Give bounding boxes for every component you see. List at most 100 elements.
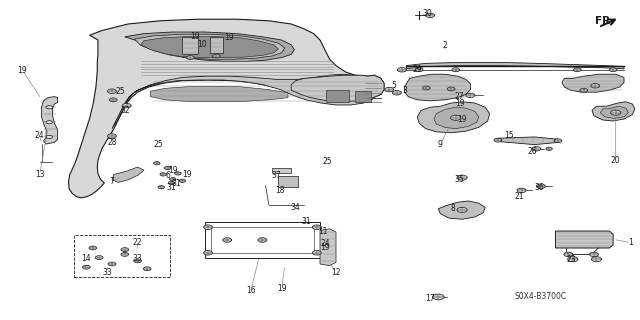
Circle shape (611, 110, 621, 115)
Text: 19: 19 (276, 284, 287, 293)
Polygon shape (210, 37, 223, 53)
Text: 21: 21 (515, 192, 524, 201)
Text: 32: 32 (120, 106, 130, 115)
Circle shape (447, 87, 455, 91)
Circle shape (168, 181, 175, 185)
Polygon shape (404, 74, 470, 101)
Text: 12: 12 (332, 268, 340, 277)
Polygon shape (291, 75, 384, 102)
Circle shape (121, 248, 129, 252)
Text: 34: 34 (291, 203, 301, 212)
Circle shape (179, 179, 186, 182)
Circle shape (591, 257, 602, 262)
Circle shape (108, 89, 116, 93)
Circle shape (46, 135, 52, 139)
Text: 19: 19 (190, 32, 200, 41)
Text: 35: 35 (454, 175, 465, 184)
Text: 16: 16 (246, 286, 256, 295)
Circle shape (46, 121, 52, 124)
Text: 25: 25 (323, 157, 333, 166)
Text: 9: 9 (438, 140, 443, 149)
Polygon shape (125, 32, 294, 61)
Circle shape (564, 252, 573, 257)
Circle shape (554, 139, 562, 143)
Circle shape (143, 267, 151, 271)
Polygon shape (112, 74, 378, 129)
Text: 23: 23 (566, 255, 576, 264)
Circle shape (109, 98, 117, 102)
Circle shape (546, 147, 552, 150)
Text: 2: 2 (442, 41, 447, 50)
Polygon shape (417, 102, 490, 133)
Polygon shape (68, 19, 384, 198)
Polygon shape (150, 86, 288, 102)
Polygon shape (498, 137, 558, 145)
Circle shape (160, 173, 166, 176)
Circle shape (392, 91, 401, 95)
Circle shape (385, 87, 394, 92)
Text: 6: 6 (165, 171, 170, 180)
Polygon shape (134, 34, 285, 59)
Text: 19: 19 (320, 244, 330, 252)
Polygon shape (112, 167, 144, 182)
Circle shape (589, 252, 598, 257)
Circle shape (457, 175, 467, 180)
Circle shape (536, 184, 545, 188)
Text: 19: 19 (454, 99, 465, 108)
Polygon shape (562, 74, 624, 92)
Text: 10: 10 (196, 40, 207, 49)
Circle shape (397, 68, 406, 72)
Circle shape (609, 68, 617, 72)
Text: FR.: FR. (595, 16, 614, 26)
Text: 11: 11 (319, 227, 328, 236)
Text: 33: 33 (102, 268, 113, 277)
Text: 33: 33 (132, 254, 143, 263)
Circle shape (95, 256, 103, 260)
Text: 20: 20 (611, 156, 621, 165)
Circle shape (108, 134, 116, 138)
Bar (355, 91, 371, 102)
Text: 17: 17 (425, 294, 435, 303)
Circle shape (121, 252, 129, 256)
Circle shape (426, 13, 435, 18)
Bar (326, 90, 349, 102)
Text: 5: 5 (391, 81, 396, 90)
Polygon shape (406, 62, 624, 69)
Circle shape (452, 68, 460, 72)
Text: 30: 30 (422, 9, 433, 18)
Polygon shape (141, 36, 278, 58)
Polygon shape (278, 176, 298, 187)
Polygon shape (320, 229, 336, 266)
Circle shape (568, 257, 578, 262)
Text: 22: 22 (133, 238, 142, 247)
Circle shape (46, 106, 52, 109)
Text: 31: 31 (171, 179, 181, 188)
Circle shape (532, 147, 541, 151)
Circle shape (204, 225, 212, 229)
Circle shape (494, 138, 502, 142)
Circle shape (591, 84, 600, 88)
Text: 19: 19 (168, 166, 178, 175)
Circle shape (451, 115, 461, 120)
Polygon shape (42, 97, 58, 144)
Text: 19: 19 (224, 33, 234, 42)
Polygon shape (434, 107, 479, 129)
Text: 26: 26 (527, 147, 538, 156)
Circle shape (223, 238, 232, 242)
Circle shape (312, 251, 321, 255)
Text: 29: 29 (412, 65, 422, 74)
Circle shape (422, 86, 430, 90)
Text: 8: 8 (451, 204, 456, 213)
Circle shape (89, 246, 97, 250)
Circle shape (415, 68, 423, 72)
Text: S0X4-B3700C: S0X4-B3700C (515, 292, 567, 301)
Circle shape (108, 262, 116, 266)
Text: 36: 36 (534, 183, 544, 192)
Polygon shape (592, 102, 635, 121)
Polygon shape (556, 231, 613, 248)
Text: 14: 14 (81, 254, 92, 263)
Circle shape (573, 68, 581, 72)
Text: 13: 13 (35, 170, 45, 179)
Text: 7: 7 (109, 177, 115, 186)
Circle shape (122, 103, 131, 108)
